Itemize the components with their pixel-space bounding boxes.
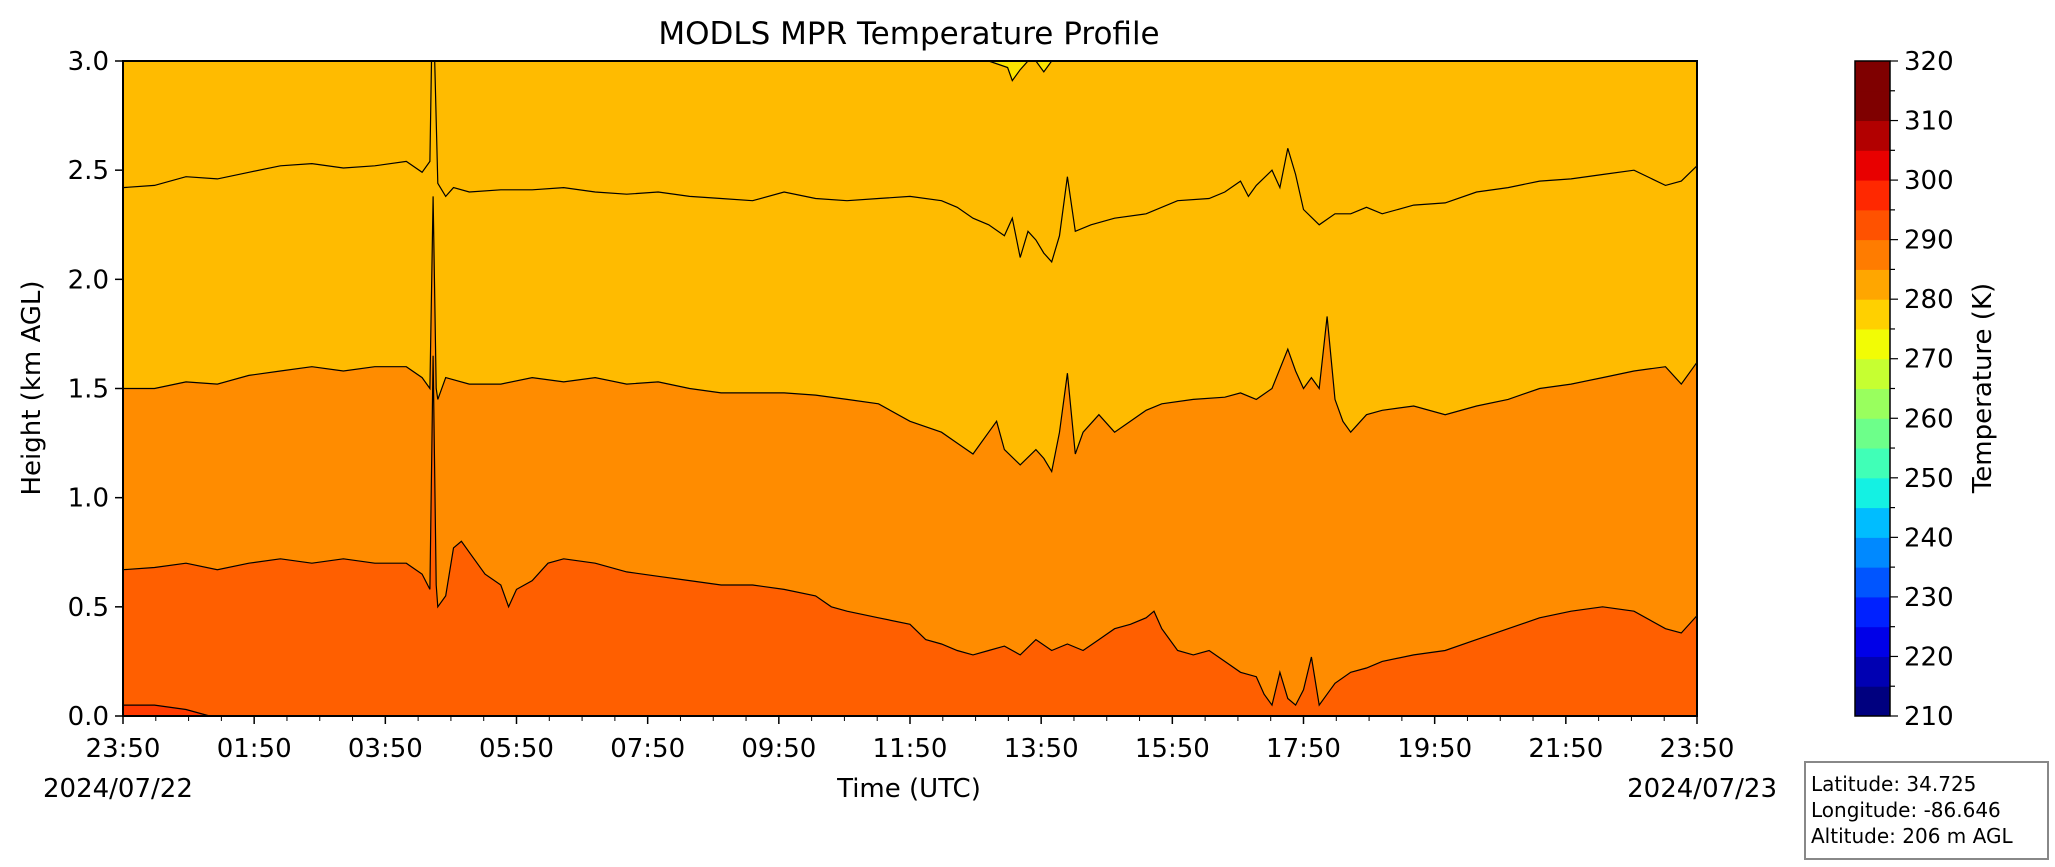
colorbar-tick-label: 320: [1904, 47, 1954, 77]
x-tick-label: 21:50: [1528, 734, 1603, 764]
colorbar-swatch: [1855, 477, 1890, 509]
contour-290k: [123, 196, 1698, 474]
colorbar-swatch: [1855, 299, 1890, 330]
colorbar-swatch: [1855, 388, 1890, 419]
colorbar: 210 220 230 240 250 260 270 280 290 300 310 320: [1854, 47, 1954, 732]
info-longitude: Longitude: -86.646: [1811, 798, 2001, 822]
x-tick-label: 23:50: [1660, 734, 1735, 764]
band-290-295: [123, 196, 1697, 716]
x-tick-label: 23:50: [86, 734, 161, 764]
colorbar-tick-label: 240: [1904, 523, 1954, 553]
x-tick-label: 19:50: [1397, 734, 1472, 764]
x-tick-label: 09:50: [741, 734, 816, 764]
colorbar-swatch: [1855, 656, 1890, 687]
colorbar-swatch: [1855, 448, 1890, 479]
x-tick-label: 15:50: [1135, 734, 1210, 764]
plot-area: [122, 60, 1698, 717]
info-altitude: Altitude: 206 m AGL: [1811, 824, 2013, 848]
start-date-label: 2024/07/22: [43, 774, 193, 804]
y-tick-label: 0.5: [68, 593, 109, 623]
x-tick-label: 11:50: [873, 734, 948, 764]
info-box-frame: [1804, 761, 2049, 860]
colorbar-swatch: [1855, 358, 1890, 389]
colorbar-swatch: [1855, 418, 1890, 449]
colorbar-tick-label: 220: [1904, 642, 1954, 672]
colorbar-label: Temperature (K): [1968, 283, 1998, 494]
colorbar-tick-label: 250: [1904, 464, 1954, 494]
y-tick-label: 1.5: [68, 375, 109, 405]
colorbar-tick-label: 210: [1904, 702, 1954, 732]
band-300-305: [123, 705, 210, 716]
chart-title: MODLS MPR Temperature Profile: [658, 16, 1159, 52]
y-tick-label: 1.0: [68, 484, 109, 514]
colorbar-tick-label: 230: [1904, 583, 1954, 613]
colorbar-swatch: [1855, 239, 1890, 270]
colorbar-tick-label: 300: [1904, 166, 1954, 196]
x-axis: 23:50 01:50 03:50 05:50 07:50 09:50 11:50 13:50…: [86, 716, 1735, 764]
colorbar-tick-label: 270: [1904, 345, 1954, 375]
y-axis-label: Height (km AGL): [17, 280, 47, 495]
colorbar-swatch: [1855, 120, 1890, 151]
x-tick-label: 01:50: [217, 734, 292, 764]
colorbar-swatch: [1855, 209, 1890, 241]
colorbar-tick-label: 280: [1904, 285, 1954, 315]
x-tick-label: 07:50: [610, 734, 685, 764]
x-tick-label: 05:50: [479, 734, 554, 764]
colorbar-tick-label: 310: [1904, 107, 1954, 137]
colorbar-swatch: [1855, 537, 1890, 568]
colorbar-swatch: [1855, 180, 1890, 211]
colorbar-swatch: [1855, 596, 1890, 628]
y-tick-label: 2.5: [68, 156, 109, 186]
x-tick-label: 13:50: [1004, 734, 1079, 764]
colorbar-swatch: [1855, 567, 1890, 598]
colorbar-swatch: [1855, 626, 1890, 657]
colorbar-tick-label: 290: [1904, 226, 1954, 256]
colorbar-swatch: [1855, 61, 1890, 92]
y-tick-label: 3.0: [68, 47, 109, 77]
x-tick-label: 03:50: [348, 734, 423, 764]
y-tick-label: 2.0: [68, 265, 109, 295]
colorbar-swatch: [1855, 269, 1890, 300]
y-tick-label: 0.0: [68, 702, 109, 732]
y-axis: 0.0 0.5 1.0 1.5 2.0 2.5 3.0: [68, 47, 123, 732]
band-295-300: [123, 355, 1697, 716]
info-box: Latitude: 34.725 Longitude: -86.646 Alti…: [1804, 761, 2049, 860]
colorbar-swatch: [1855, 686, 1890, 717]
end-date-label: 2024/07/23: [1627, 774, 1777, 804]
contour-300k: [123, 704, 210, 717]
info-latitude: Latitude: 34.725: [1811, 772, 1976, 796]
contour-295k: [122, 355, 1698, 707]
colorbar-swatch: [1855, 328, 1890, 360]
colorbar-swatch: [1855, 90, 1890, 122]
colorbar-tick-label: 260: [1904, 404, 1954, 434]
x-axis-label: Time (UTC): [836, 774, 981, 804]
colorbar-swatch: [1855, 150, 1890, 181]
colorbar-swatch: [1855, 507, 1890, 538]
x-tick-label: 17:50: [1266, 734, 1341, 764]
